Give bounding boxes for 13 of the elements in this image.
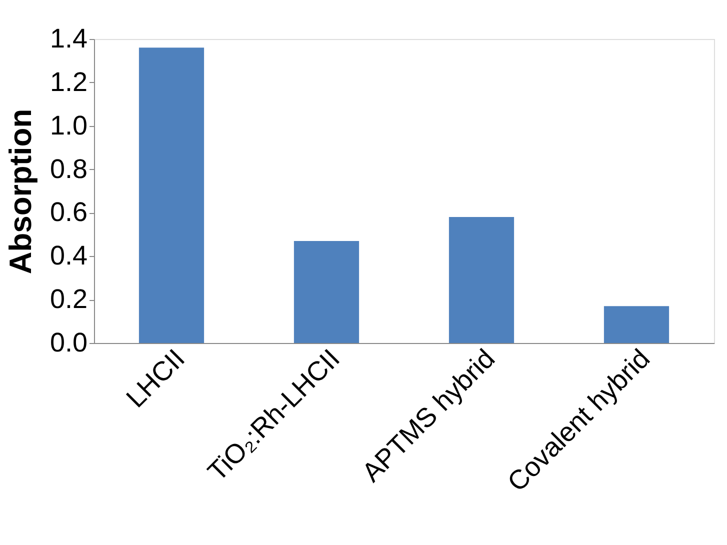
bar — [138, 48, 204, 343]
y-tick-label: 1.0 — [50, 110, 88, 140]
y-tick-label: 0.4 — [50, 240, 88, 271]
y-tick-label: 0.0 — [50, 328, 88, 358]
y-tick-label: 0.8 — [50, 154, 88, 184]
y-tick-label: 1.2 — [50, 66, 88, 97]
y-tick-label: 1.4 — [50, 24, 88, 54]
y-axis-title: Absorption — [2, 108, 38, 274]
y-tick-label: 0.2 — [50, 284, 88, 314]
y-tick-label: 0.6 — [50, 197, 88, 228]
bar — [294, 240, 360, 343]
bar — [604, 306, 670, 343]
bar — [448, 217, 514, 343]
